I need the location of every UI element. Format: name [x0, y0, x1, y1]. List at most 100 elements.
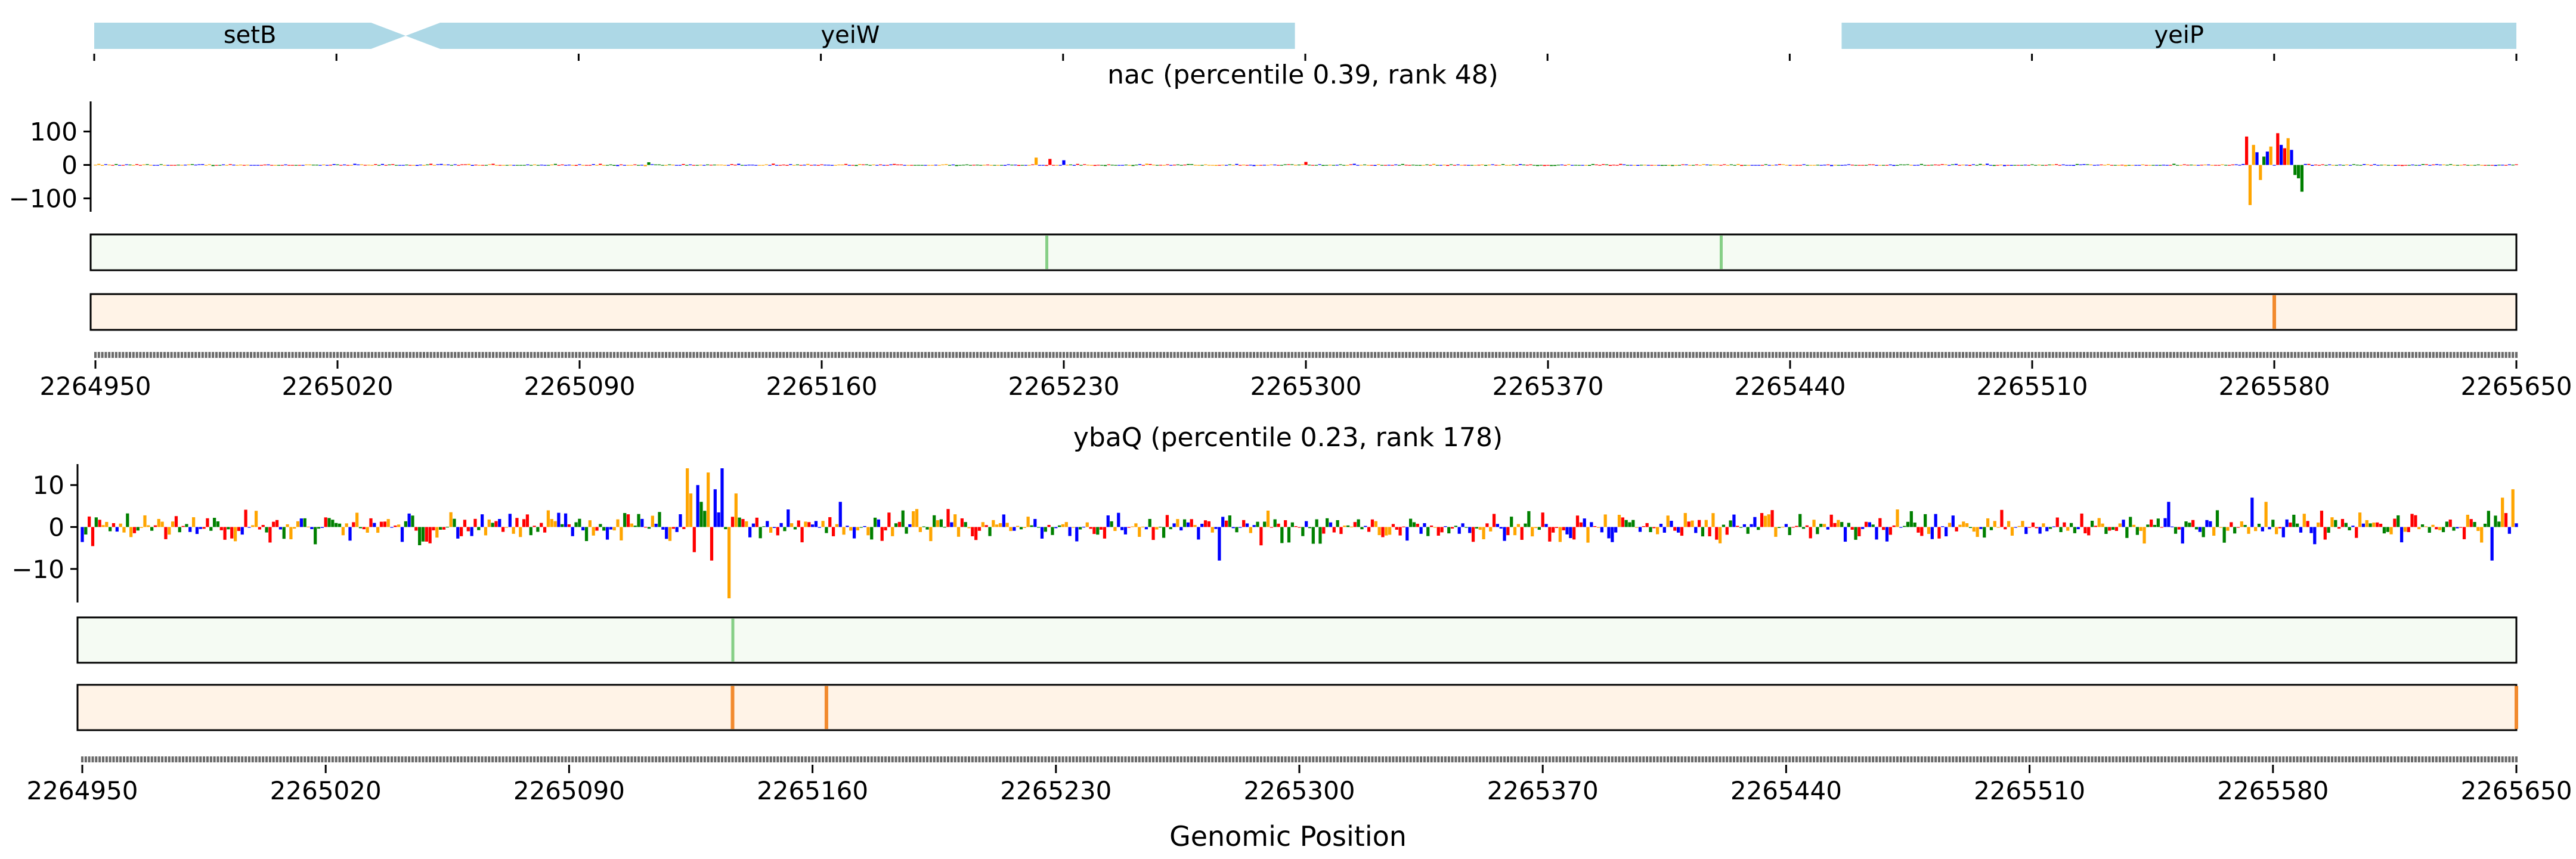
sequence-base	[1138, 352, 1141, 358]
sequence-base	[1069, 756, 1072, 762]
logo-bar	[1577, 165, 1581, 166]
sequence-base	[1044, 756, 1047, 762]
sequence-base	[2456, 756, 2459, 762]
logo-bar	[2376, 522, 2379, 527]
sequence-base	[1771, 756, 1774, 762]
logo-bar	[1193, 525, 1197, 527]
logo-bar	[1138, 527, 1141, 537]
sequence-base	[143, 756, 147, 762]
logo-bar	[515, 518, 519, 527]
logo-bar	[1054, 527, 1058, 529]
sequence-base	[2003, 352, 2006, 358]
logo-bar	[2400, 165, 2404, 166]
sequence-base	[1242, 352, 1245, 358]
logo-bar	[2410, 514, 2414, 527]
logo-bar	[254, 511, 258, 527]
logo-bar	[1826, 527, 1829, 530]
sequence-base	[640, 352, 643, 358]
sequence-base	[422, 352, 426, 358]
logo-bar	[2006, 165, 2010, 166]
sequence-base	[2045, 352, 2048, 358]
sequence-base	[1682, 352, 1685, 358]
sequence-base	[1639, 756, 1642, 762]
logo-bar	[1339, 164, 1342, 165]
logo-bar	[1671, 165, 1674, 166]
logo-bar	[1343, 526, 1346, 527]
sequence-base	[2249, 352, 2252, 358]
sequence-base	[922, 756, 925, 762]
sequence-base	[367, 352, 370, 358]
logo-bar	[1339, 527, 1343, 534]
logo-bar	[602, 527, 606, 531]
sequence-base	[1548, 756, 1551, 762]
logo-bar	[571, 165, 575, 166]
sequence-base	[1529, 352, 1532, 358]
logo-bar	[2428, 527, 2431, 533]
logo-bar	[317, 527, 321, 529]
logo-bar	[1674, 165, 1678, 166]
logo-bar	[432, 527, 435, 531]
logo-bar	[1155, 527, 1159, 530]
sequence-base	[1190, 756, 1193, 762]
prediction-track-peak	[2515, 686, 2518, 729]
logo-bar	[1698, 165, 1702, 166]
logo-bar	[1602, 164, 1605, 165]
logo-bar	[2226, 527, 2230, 531]
logo-bar	[1364, 526, 1367, 527]
logo-bar	[298, 165, 301, 166]
logo-bar	[540, 523, 543, 527]
sequence-base	[665, 756, 668, 762]
logo-bar	[2313, 527, 2317, 545]
sequence-base	[175, 756, 178, 762]
sequence-base	[974, 756, 977, 762]
logo-bar	[668, 527, 672, 541]
sequence-base	[1253, 756, 1256, 762]
logo-bar	[1666, 515, 1670, 527]
sequence-base	[817, 352, 820, 358]
sequence-base	[1287, 352, 1290, 358]
logo-bar	[744, 165, 748, 166]
sequence-base	[135, 352, 138, 358]
sequence-base	[1270, 756, 1273, 762]
prediction-track	[76, 684, 2518, 731]
sequence-base	[759, 756, 762, 762]
sequence-base	[2480, 352, 2484, 358]
sequence-base	[1016, 756, 1019, 762]
logo-bar	[2421, 164, 2425, 165]
sequence-base	[1117, 352, 1120, 358]
sequence-base	[346, 352, 349, 358]
logo-bar	[1470, 165, 1474, 166]
logo-bar	[873, 517, 877, 527]
sequence-base	[1204, 756, 1207, 762]
sequence-base	[2276, 352, 2279, 358]
logo-bar	[2358, 512, 2362, 527]
logo-bar	[1878, 165, 1882, 166]
sequence-base	[1699, 352, 1702, 358]
logo-bar	[1482, 527, 1485, 540]
logo-bar	[1321, 165, 1325, 166]
logo-bar	[369, 518, 373, 527]
sequence-base	[111, 352, 114, 358]
logo-bar	[807, 522, 811, 527]
logo-bar	[1019, 527, 1023, 530]
logo-bar	[1453, 165, 1457, 166]
sequence-base	[1249, 756, 1252, 762]
logo-bar	[623, 513, 627, 527]
logo-bar	[256, 165, 260, 166]
sequence-base	[620, 352, 623, 358]
sequence-base	[1612, 352, 1615, 358]
sequence-base	[1380, 352, 1383, 358]
logo-bar	[237, 527, 241, 532]
sequence-base	[1308, 352, 1311, 358]
logo-bar	[612, 165, 616, 166]
logo-bar	[1892, 525, 1896, 527]
logo-bar	[249, 165, 253, 166]
sequence-base	[585, 352, 588, 358]
sequence-base	[2041, 352, 2044, 358]
sequence-base	[1415, 352, 1418, 358]
logo-bar	[578, 518, 581, 527]
y-tick-label: 10	[33, 471, 64, 500]
sequence-base	[1740, 352, 1743, 358]
sequence-base	[1997, 756, 2000, 762]
